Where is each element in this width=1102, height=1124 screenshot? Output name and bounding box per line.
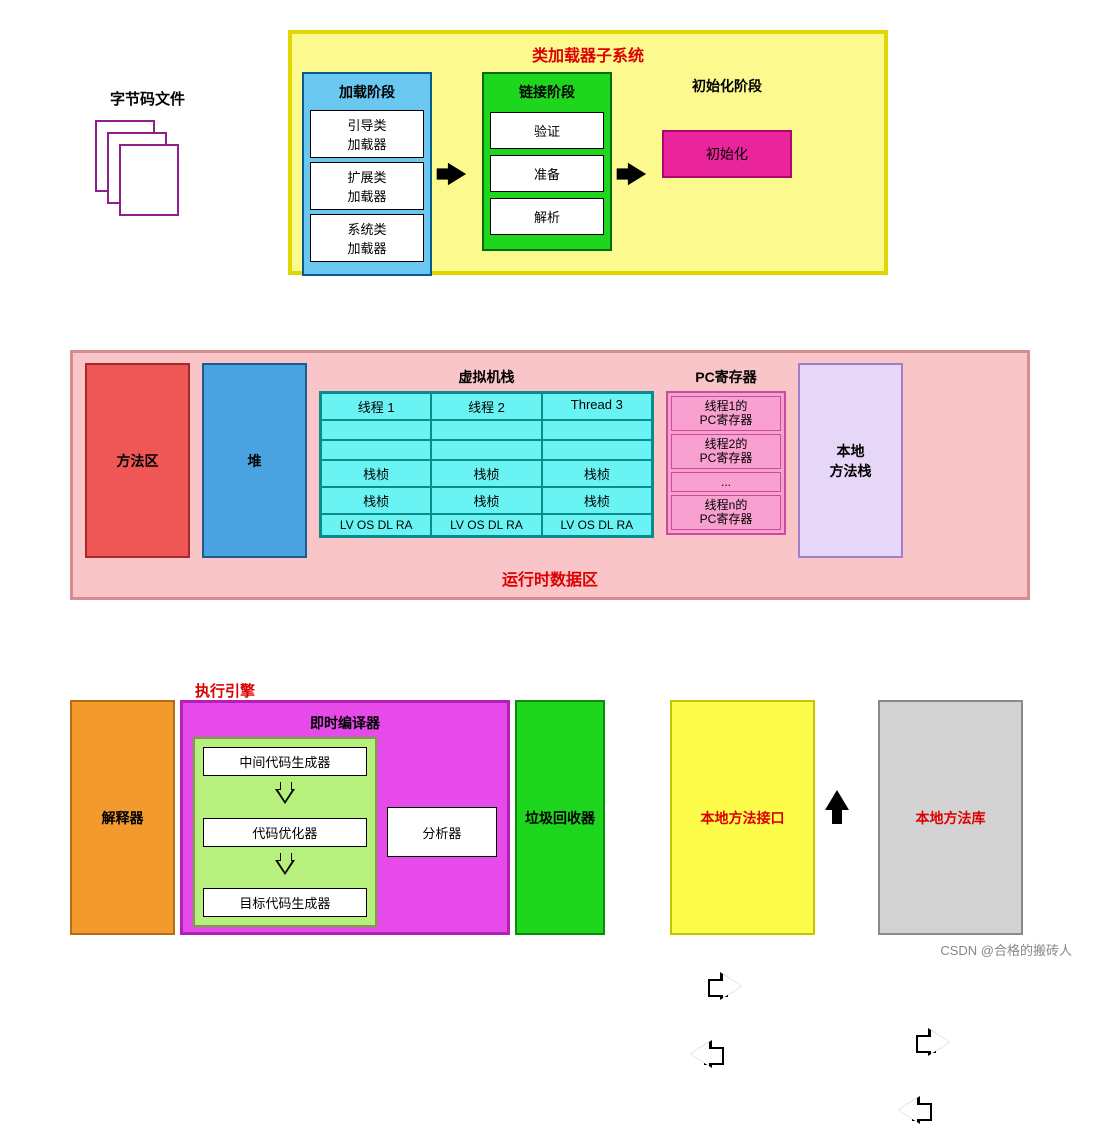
frame-bottom: LV OS DL RA (431, 514, 541, 536)
jit-compiler-container: 即时编译器 中间代码生成器 代码优化器 目标代码生成器 分析器 (180, 700, 510, 935)
frame-cell: 栈桢 (542, 460, 652, 487)
link-phase: 链接阶段 验证 准备 解析 (482, 72, 612, 251)
frame-bottom: LV OS DL RA (321, 514, 431, 536)
runtime-title: 运行时数据区 (85, 566, 1015, 590)
link-item: 解析 (490, 198, 604, 235)
pc-item: 线程1的 PC寄存器 (671, 396, 781, 431)
jit-pipeline: 中间代码生成器 代码优化器 目标代码生成器 (193, 737, 377, 927)
classloader-subsystem: 类加载器子系统 加载阶段 引导类 加载器 扩展类 加载器 系统类 加载器 链接阶… (288, 30, 888, 275)
loader-item: 引导类 加载器 (310, 110, 424, 158)
init-label: 初始化 (706, 144, 748, 164)
gc-label: 垃圾回收器 (525, 808, 595, 828)
thread-col: 线程 1 (321, 393, 431, 420)
interpreter: 解释器 (70, 700, 175, 935)
pc-item: ... (671, 472, 781, 492)
interpreter-label: 解释器 (102, 808, 144, 828)
pc-title: PC寄存器 (666, 363, 786, 391)
loader-item: 扩展类 加载器 (310, 162, 424, 210)
load-title: 加载阶段 (310, 78, 424, 106)
profiler-label: 分析器 (422, 823, 461, 842)
hollow-arrow-icon (898, 1096, 920, 1124)
jit-title: 即时编译器 (193, 709, 497, 737)
gc: 垃圾回收器 (515, 700, 605, 935)
native-stack-label: 本地 方法栈 (830, 441, 872, 481)
classloader-title: 类加载器子系统 (302, 42, 874, 66)
heap-label: 堆 (248, 451, 262, 471)
init-phase: 初始化阶段 初始化 (662, 72, 792, 178)
frame-cell: 栈桢 (321, 460, 431, 487)
frame-cell: 栈桢 (321, 487, 431, 514)
method-area: 方法区 (85, 363, 190, 558)
pc-item: 线程n的 PC寄存器 (671, 495, 781, 530)
native-lib-label: 本地方法库 (916, 808, 986, 828)
init-box: 初始化 (662, 130, 792, 178)
thread-col: Thread 3 (542, 393, 652, 420)
frame-cell: 栈桢 (542, 487, 652, 514)
loader-item: 系统类 加载器 (310, 214, 424, 262)
profiler: 分析器 (387, 807, 497, 857)
heap: 堆 (202, 363, 307, 558)
method-area-label: 方法区 (117, 451, 159, 471)
native-iface-label: 本地方法接口 (701, 808, 785, 828)
native-lib: 本地方法库 (878, 700, 1023, 935)
frame-cell: 栈桢 (431, 460, 541, 487)
thread-col: 线程 2 (431, 393, 541, 420)
native-method-stack: 本地 方法栈 (798, 363, 903, 558)
vmstack-title: 虚拟机栈 (319, 363, 654, 391)
frame-cell: 栈桢 (431, 487, 541, 514)
arrow-icon (825, 790, 849, 810)
hollow-arrow-icon (690, 1040, 712, 1068)
load-phase: 加载阶段 引导类 加载器 扩展类 加载器 系统类 加载器 (302, 72, 432, 276)
arrow-icon (275, 789, 295, 804)
link-item: 准备 (490, 155, 604, 192)
watermark: CSDN @合格的搬砖人 (940, 940, 1072, 959)
link-item: 验证 (490, 112, 604, 149)
jit-stage: 目标代码生成器 (203, 888, 367, 917)
arrow-icon (448, 163, 466, 185)
jit-stage: 中间代码生成器 (203, 747, 367, 776)
engine-title: 执行引擎 (195, 680, 255, 701)
jit-stage: 代码优化器 (203, 818, 367, 847)
hollow-arrow-icon (928, 1028, 950, 1056)
runtime-data-area: 方法区 堆 虚拟机栈 线程 1 线程 2 Thread 3 栈桢 栈桢 栈桢 栈 (70, 350, 1030, 600)
arrow-icon (275, 860, 295, 875)
pc-item: 线程2的 PC寄存器 (671, 434, 781, 469)
init-title: 初始化阶段 (662, 72, 792, 100)
pc-registers: PC寄存器 线程1的 PC寄存器 线程2的 PC寄存器 ... 线程n的 PC寄… (666, 363, 786, 558)
vm-stack: 虚拟机栈 线程 1 线程 2 Thread 3 栈桢 栈桢 栈桢 栈桢 栈桢 栈 (319, 363, 654, 558)
frame-bottom: LV OS DL RA (542, 514, 652, 536)
native-interface: 本地方法接口 (670, 700, 815, 935)
link-title: 链接阶段 (490, 78, 604, 106)
hollow-arrow-icon (720, 972, 742, 1000)
bytecode-label: 字节码文件 (110, 88, 185, 109)
arrow-icon (628, 163, 646, 185)
